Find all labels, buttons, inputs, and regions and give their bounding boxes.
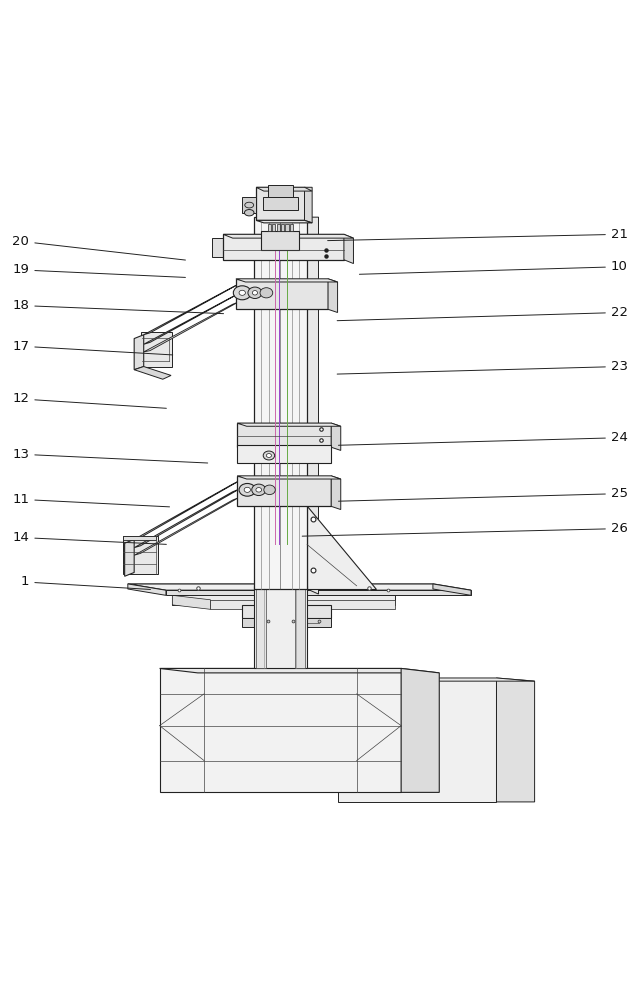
- Bar: [262, 197, 298, 210]
- Ellipse shape: [263, 451, 275, 460]
- Polygon shape: [256, 220, 312, 223]
- Polygon shape: [160, 668, 401, 792]
- Polygon shape: [331, 476, 341, 510]
- Polygon shape: [237, 476, 341, 479]
- Polygon shape: [331, 423, 341, 450]
- Bar: [237, 423, 331, 447]
- Bar: [211, 238, 225, 257]
- Polygon shape: [166, 590, 471, 595]
- Ellipse shape: [233, 286, 251, 300]
- Bar: [281, 224, 284, 231]
- Bar: [242, 197, 256, 213]
- Ellipse shape: [264, 485, 275, 495]
- Polygon shape: [123, 536, 157, 540]
- Polygon shape: [237, 423, 341, 426]
- Bar: [237, 445, 331, 463]
- Polygon shape: [307, 506, 376, 589]
- Bar: [276, 224, 280, 231]
- Text: 25: 25: [338, 487, 628, 501]
- Text: 10: 10: [359, 260, 627, 274]
- Polygon shape: [242, 618, 331, 627]
- Polygon shape: [304, 187, 312, 223]
- Polygon shape: [210, 600, 395, 609]
- Bar: [285, 224, 289, 231]
- Ellipse shape: [252, 484, 266, 496]
- Ellipse shape: [266, 454, 271, 457]
- Text: 19: 19: [13, 263, 185, 277]
- Polygon shape: [236, 279, 338, 282]
- Polygon shape: [134, 497, 239, 555]
- Polygon shape: [223, 234, 354, 238]
- Ellipse shape: [252, 291, 257, 295]
- Bar: [272, 224, 275, 231]
- Polygon shape: [144, 293, 239, 344]
- Text: 24: 24: [338, 431, 627, 445]
- Text: 1: 1: [21, 575, 150, 589]
- Polygon shape: [160, 668, 440, 673]
- Polygon shape: [338, 678, 496, 802]
- Polygon shape: [338, 678, 534, 681]
- Text: 26: 26: [302, 522, 627, 536]
- Text: 20: 20: [13, 235, 185, 260]
- Ellipse shape: [260, 288, 273, 298]
- Ellipse shape: [256, 488, 262, 492]
- Bar: [141, 332, 173, 367]
- Polygon shape: [242, 605, 331, 618]
- Text: 13: 13: [12, 448, 208, 463]
- Polygon shape: [344, 234, 354, 264]
- Polygon shape: [128, 584, 166, 595]
- Text: 11: 11: [12, 493, 169, 507]
- Bar: [123, 536, 158, 574]
- Polygon shape: [173, 595, 210, 609]
- Ellipse shape: [239, 290, 245, 295]
- Ellipse shape: [245, 202, 254, 208]
- Bar: [236, 279, 328, 309]
- Text: 18: 18: [13, 299, 224, 314]
- Text: 23: 23: [337, 360, 628, 374]
- Polygon shape: [125, 539, 134, 576]
- Polygon shape: [433, 584, 471, 595]
- Text: 12: 12: [12, 392, 166, 408]
- Text: 21: 21: [327, 228, 628, 241]
- Bar: [256, 586, 266, 668]
- Bar: [290, 224, 293, 231]
- Ellipse shape: [248, 287, 262, 299]
- Polygon shape: [496, 678, 534, 802]
- Polygon shape: [134, 367, 171, 379]
- Bar: [254, 586, 307, 668]
- Text: 14: 14: [13, 531, 166, 544]
- Polygon shape: [144, 302, 239, 352]
- Bar: [268, 185, 293, 197]
- Polygon shape: [134, 489, 239, 548]
- Polygon shape: [256, 187, 312, 191]
- Bar: [254, 217, 307, 589]
- Ellipse shape: [244, 487, 250, 492]
- Polygon shape: [134, 481, 239, 539]
- Polygon shape: [401, 668, 440, 792]
- Text: 17: 17: [12, 340, 173, 355]
- Polygon shape: [128, 584, 471, 590]
- Bar: [256, 187, 304, 220]
- Ellipse shape: [245, 210, 254, 216]
- Polygon shape: [144, 284, 239, 335]
- Text: 22: 22: [337, 306, 628, 321]
- Bar: [295, 586, 304, 668]
- Bar: [237, 476, 331, 506]
- Polygon shape: [173, 595, 395, 605]
- Bar: [268, 224, 271, 231]
- Ellipse shape: [239, 483, 255, 496]
- Bar: [261, 231, 299, 250]
- Polygon shape: [328, 279, 338, 312]
- Bar: [223, 234, 344, 260]
- Polygon shape: [307, 217, 318, 594]
- Polygon shape: [134, 335, 144, 370]
